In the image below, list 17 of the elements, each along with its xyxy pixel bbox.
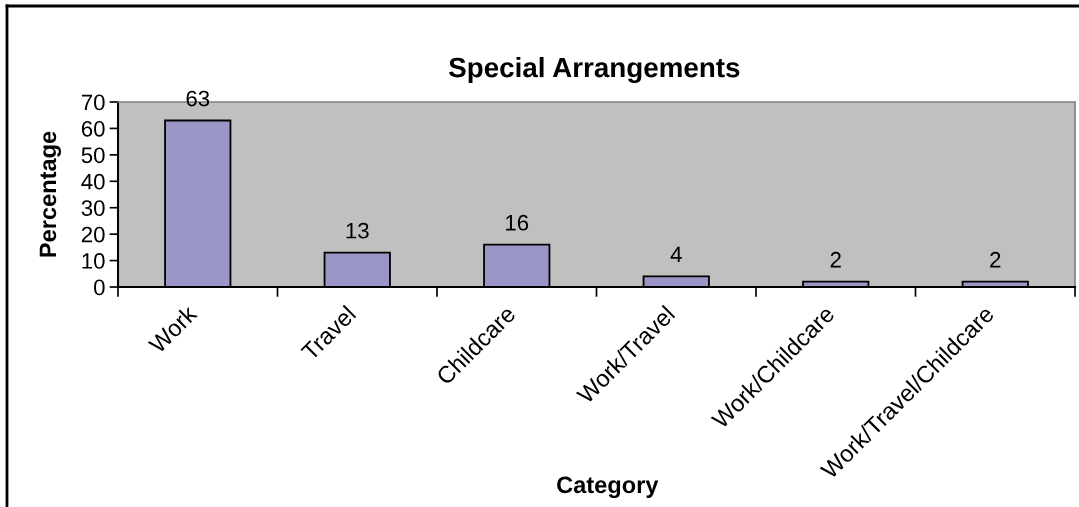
- chart-title: Special Arrangements: [449, 56, 740, 84]
- y-tick-label: 0: [94, 279, 105, 296]
- y-tick-label: 40: [81, 173, 105, 190]
- data-label: 4: [670, 246, 682, 263]
- y-tick-label: 60: [81, 120, 105, 137]
- y-tick-label: 20: [81, 226, 105, 243]
- y-axis-title: Percentage: [39, 131, 62, 257]
- data-label: 13: [346, 222, 369, 239]
- data-label: 2: [990, 251, 1001, 268]
- data-label: 63: [186, 90, 210, 107]
- y-tick-label: 50: [81, 147, 105, 164]
- data-label: 16: [506, 214, 529, 231]
- data-label: 2: [830, 251, 841, 268]
- y-tick-label: 30: [81, 200, 105, 216]
- y-tick-label: 70: [81, 94, 105, 111]
- x-axis-title: Category: [557, 476, 659, 498]
- y-tick-label: 10: [82, 253, 105, 269]
